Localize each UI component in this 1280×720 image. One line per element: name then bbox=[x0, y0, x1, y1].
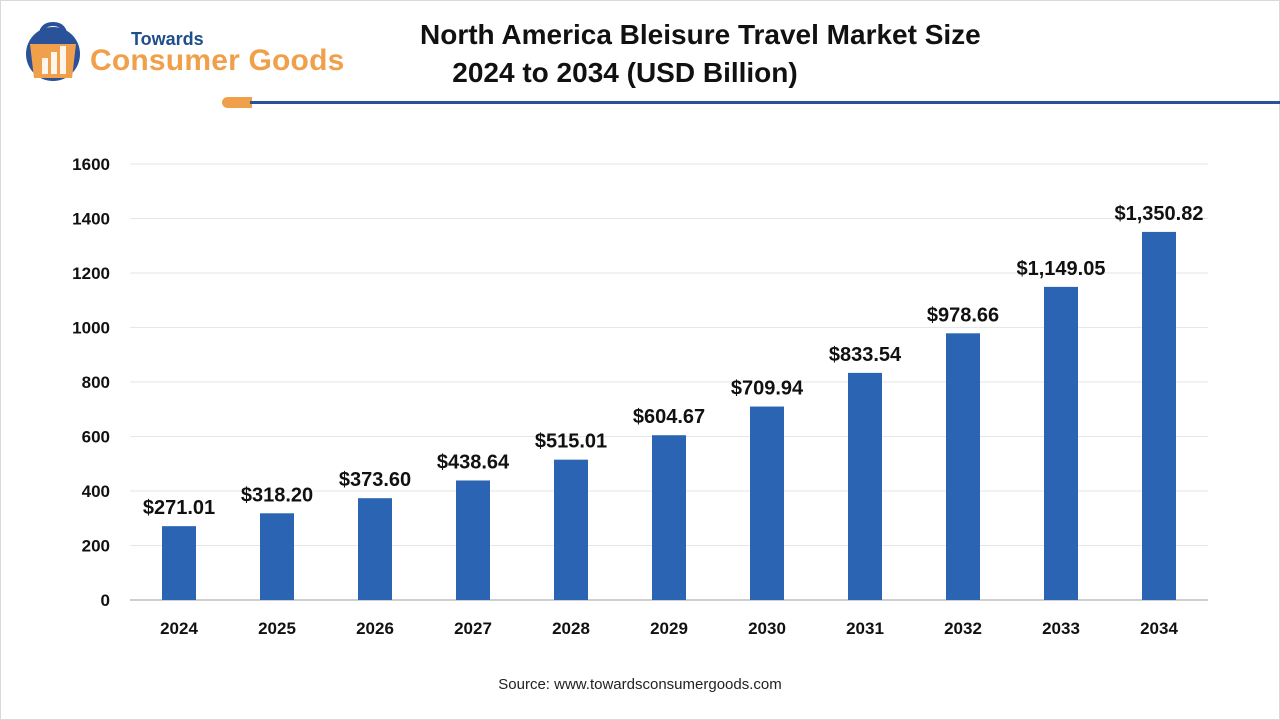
x-tick-label: 2031 bbox=[846, 619, 884, 638]
header-rule bbox=[250, 101, 1280, 104]
y-tick-label: 800 bbox=[82, 373, 110, 392]
x-tick-label: 2033 bbox=[1042, 619, 1080, 638]
data-label: $271.01 bbox=[143, 497, 215, 519]
bar bbox=[260, 513, 294, 600]
x-tick-label: 2029 bbox=[650, 619, 688, 638]
data-label: $709.94 bbox=[731, 378, 804, 400]
logo-text-main: Consumer Goods bbox=[90, 44, 345, 77]
x-tick-label: 2027 bbox=[454, 619, 492, 638]
bar bbox=[358, 498, 392, 600]
y-tick-label: 1400 bbox=[72, 210, 110, 229]
source-note: Source: www.towardsconsumergoods.com bbox=[498, 676, 782, 693]
bar bbox=[652, 435, 686, 600]
bar bbox=[750, 406, 784, 600]
y-tick-label: 400 bbox=[82, 482, 110, 501]
y-tick-label: 0 bbox=[101, 591, 110, 610]
shopping-bag-logo-icon bbox=[26, 21, 80, 81]
y-tick-label: 600 bbox=[82, 428, 110, 447]
data-label: $318.20 bbox=[241, 484, 313, 506]
y-tick-label: 1600 bbox=[72, 155, 110, 174]
x-tick-label: 2034 bbox=[1140, 619, 1178, 638]
brand-logo: Towards Consumer Goods bbox=[20, 18, 380, 88]
y-tick-label: 200 bbox=[82, 537, 110, 556]
data-label: $604.67 bbox=[633, 406, 705, 428]
x-tick-label: 2030 bbox=[748, 619, 786, 638]
data-label: $1,350.82 bbox=[1115, 203, 1204, 225]
logo-text-top: Towards bbox=[131, 29, 204, 49]
y-tick-label: 1200 bbox=[72, 264, 110, 283]
bar bbox=[1142, 231, 1176, 600]
bar bbox=[946, 333, 980, 600]
data-label: $438.64 bbox=[437, 451, 510, 473]
data-label: $1,149.05 bbox=[1017, 258, 1106, 280]
bar bbox=[848, 372, 882, 600]
data-label: $978.66 bbox=[927, 304, 999, 326]
x-tick-label: 2024 bbox=[160, 619, 198, 638]
bar bbox=[1044, 286, 1078, 600]
data-label: $515.01 bbox=[535, 431, 607, 453]
x-tick-label: 2025 bbox=[258, 619, 296, 638]
x-tick-label: 2028 bbox=[552, 619, 590, 638]
x-tick-label: 2026 bbox=[356, 619, 394, 638]
data-label: $373.60 bbox=[339, 469, 411, 491]
header-rule-accent bbox=[222, 97, 252, 108]
y-tick-label: 1000 bbox=[72, 319, 110, 338]
data-label: $833.54 bbox=[829, 344, 902, 366]
x-tick-label: 2032 bbox=[944, 619, 982, 638]
bar bbox=[162, 526, 196, 600]
bar bbox=[554, 459, 588, 600]
chart-title-line-2: 2024 to 2034 (USD Billion) bbox=[452, 57, 798, 88]
bar bbox=[456, 480, 490, 600]
